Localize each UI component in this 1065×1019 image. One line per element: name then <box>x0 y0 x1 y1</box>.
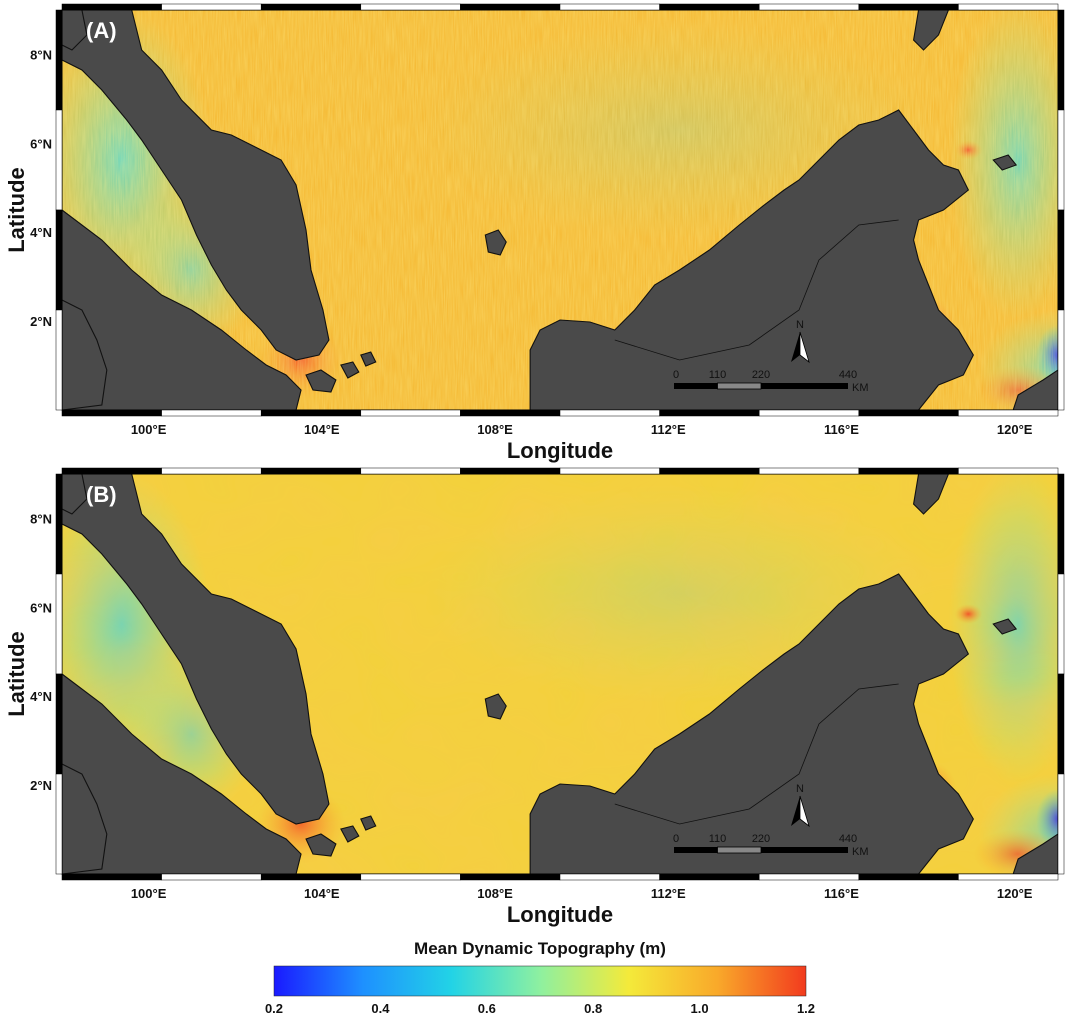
map-frame <box>55 467 1065 881</box>
lat-tick-label: 6°N <box>30 600 52 615</box>
north-arrow-icon: N <box>791 783 810 828</box>
lon-tick-label: 120°E <box>997 422 1033 437</box>
lon-tick-label: 100°E <box>131 422 167 437</box>
panel-label: (B) <box>86 482 117 507</box>
lat-tick-label: 2°N <box>30 778 52 793</box>
borneo-border <box>614 219 899 361</box>
scale-bar-label: 0 <box>673 369 679 381</box>
lon-tick-label: 108°E <box>477 422 513 437</box>
scale-bar-label: 220 <box>752 833 770 845</box>
map-frame <box>55 3 1065 417</box>
colorbar: Mean Dynamic Topography (m) 0.2 0.4 0.6 0.8 1… <box>265 939 815 1016</box>
map-panel-b: (B) 100°E 104°E 108°E 112°E 116°E 120°E 2°N 4°N 6… <box>4 467 1065 927</box>
lon-tick-label: 104°E <box>304 886 340 901</box>
colorbar-tick-label: 0.6 <box>478 1001 496 1016</box>
scale-bar-unit: KM <box>852 382 869 394</box>
lat-tick-label: 8°N <box>30 511 52 526</box>
scale-bar-label: 220 <box>752 369 770 381</box>
x-axis-title: Longitude <box>507 902 613 927</box>
colorbar-tick-label: 1.0 <box>691 1001 709 1016</box>
scale-bar-label: 440 <box>839 833 857 845</box>
colorbar-tick-label: 1.2 <box>797 1001 815 1016</box>
colorbar-tick-label: 0.4 <box>371 1001 390 1016</box>
y-axis-title: Latitude <box>4 167 29 253</box>
borneo-border <box>614 683 899 825</box>
scale-bar-label: 0 <box>673 833 679 845</box>
panel-label: (A) <box>86 18 117 43</box>
lon-tick-label: 104°E <box>304 422 340 437</box>
scale-bar-label: 110 <box>709 833 727 845</box>
north-arrow-label: N <box>796 319 804 331</box>
lon-tick-label: 116°E <box>824 886 859 901</box>
north-arrow-icon: N <box>791 319 810 364</box>
scale-bar-label: 110 <box>709 369 727 381</box>
lat-tick-label: 4°N <box>30 689 52 704</box>
colorbar-tick-label: 0.8 <box>584 1001 602 1016</box>
scale-bar-unit: KM <box>852 846 869 858</box>
lon-tick-label: 108°E <box>477 886 513 901</box>
lon-tick-label: 116°E <box>824 422 859 437</box>
lat-tick-label: 6°N <box>30 136 52 151</box>
lat-tick-label: 2°N <box>30 314 52 329</box>
lat-tick-label: 8°N <box>30 47 52 62</box>
lon-tick-label: 100°E <box>131 886 167 901</box>
map-panels: (A) 100°E 104°E 108°E 112°E 116°E 120°E 2°N 4°N 6… <box>4 3 1065 927</box>
lon-tick-label: 112°E <box>651 422 686 437</box>
x-axis-title: Longitude <box>507 438 613 463</box>
lat-tick-label: 4°N <box>30 225 52 240</box>
colorbar-ramp <box>273 965 807 997</box>
scale-bar-label: 440 <box>839 369 857 381</box>
lon-tick-label: 112°E <box>651 886 686 901</box>
north-arrow-label: N <box>796 783 804 795</box>
colorbar-tick-label: 0.2 <box>265 1001 283 1016</box>
y-axis-title: Latitude <box>4 631 29 717</box>
colorbar-title: Mean Dynamic Topography (m) <box>414 939 666 958</box>
map-panel-a: (A) 100°E 104°E 108°E 112°E 116°E 120°E 2°N 4°N 6… <box>4 3 1065 463</box>
lon-tick-label: 120°E <box>997 886 1033 901</box>
